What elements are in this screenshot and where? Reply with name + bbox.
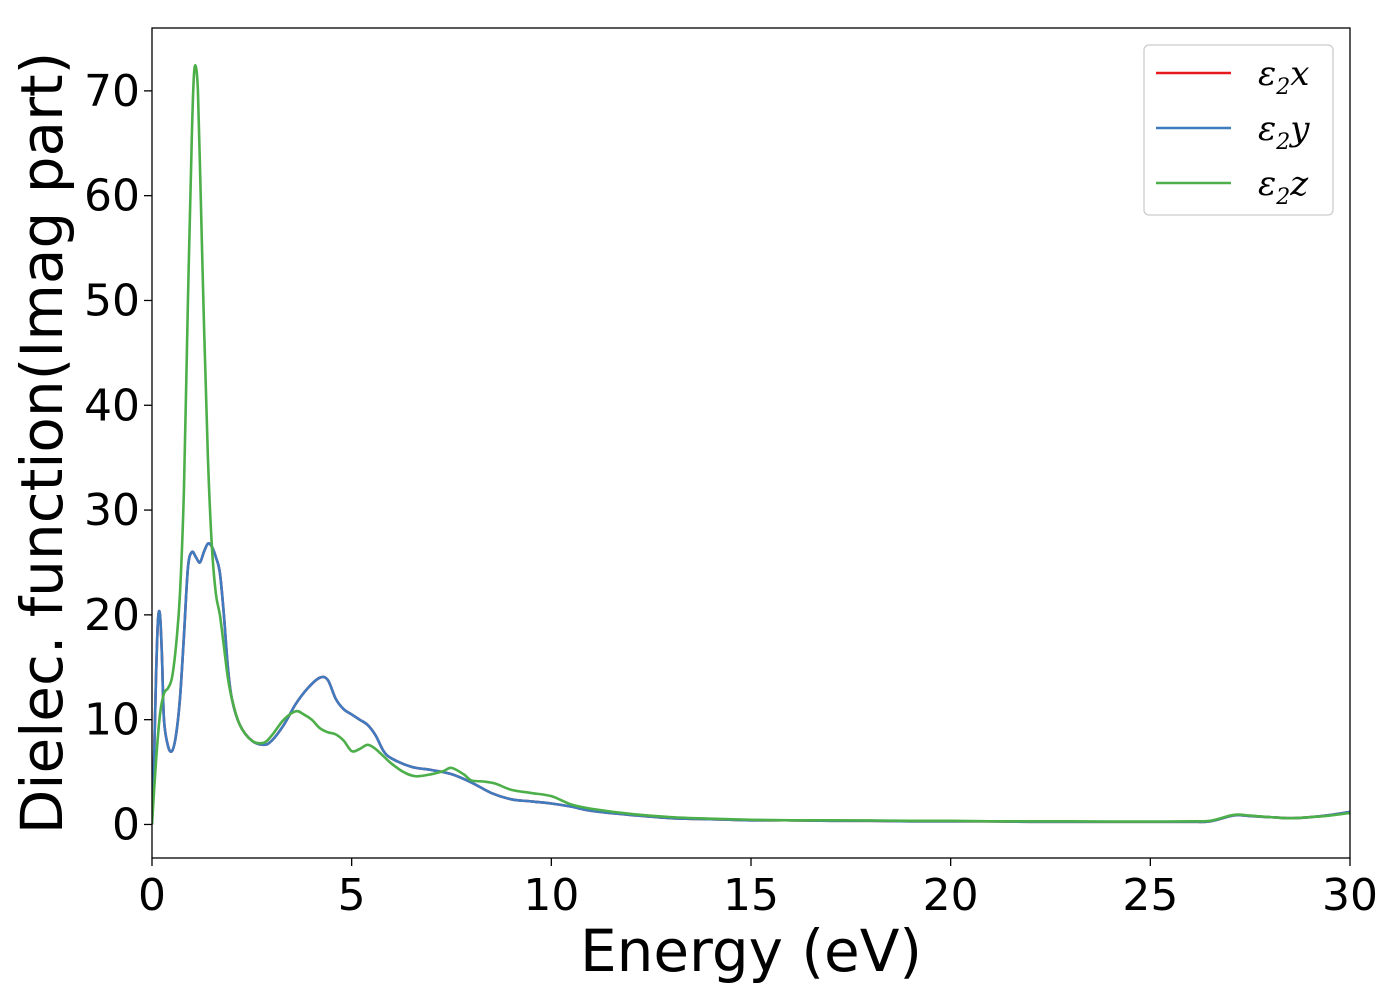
- legend: ε2x ε2y ε2z: [1143, 44, 1334, 216]
- x-axis: 0 5 10 15 20 25 30: [138, 858, 1378, 921]
- legend-label-z: ε2z: [1258, 164, 1309, 210]
- x-tick-label: 10: [523, 870, 579, 921]
- legend-label-x: ε2x: [1258, 54, 1309, 100]
- y-axis: 0 10 20 30 40 50 60 70: [84, 66, 152, 850]
- y-tick-label: 30: [84, 485, 140, 536]
- y-tick-label: 10: [84, 695, 140, 746]
- y-tick-label: 50: [84, 275, 140, 326]
- y-tick-label: 60: [84, 171, 140, 222]
- y-tick-label: 70: [84, 66, 140, 117]
- y-tick-label: 0: [112, 799, 140, 850]
- x-tick-label: 25: [1122, 870, 1178, 921]
- x-axis-label: Energy (eV): [580, 917, 922, 985]
- x-tick-label: 5: [338, 870, 366, 921]
- legend-label-y: ε2y: [1258, 109, 1310, 155]
- series-line-z: [152, 64, 1350, 825]
- x-tick-label: 0: [138, 870, 166, 921]
- x-tick-label: 20: [923, 870, 979, 921]
- series-layer: [152, 64, 1350, 825]
- y-axis-label: Dielec. function(Imag part): [8, 52, 76, 835]
- x-tick-label: 30: [1322, 870, 1378, 921]
- y-tick-label: 40: [84, 380, 140, 431]
- legend-box: [1143, 44, 1334, 216]
- y-tick-label: 20: [84, 590, 140, 641]
- x-tick-label: 15: [723, 870, 779, 921]
